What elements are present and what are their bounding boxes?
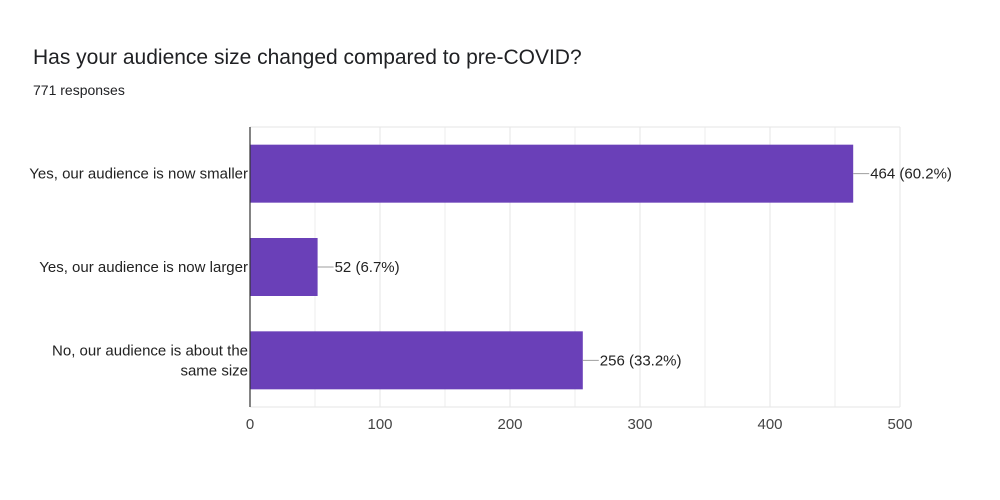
x-tick-label: 500 (887, 416, 912, 433)
x-tick-label: 0 (246, 416, 254, 433)
data-label: 464 (60.2%) (870, 166, 952, 183)
category-label: No, our audience is about the same size (52, 342, 248, 379)
category-label: Yes, our audience is now smaller (29, 166, 248, 183)
x-tick-label: 200 (497, 416, 522, 433)
category-label-line: same size (180, 362, 248, 379)
data-label: 256 (33.2%) (600, 352, 682, 369)
category-label-line: Yes, our audience is now larger (39, 259, 248, 276)
bar (250, 144, 854, 203)
x-tick-label: 400 (757, 416, 782, 433)
x-tick-label: 100 (367, 416, 392, 433)
response-count: 771 responses (33, 82, 125, 98)
category-label-line: No, our audience is about the (52, 342, 248, 359)
chart-title: Has your audience size changed compared … (33, 46, 582, 69)
data-label: 52 (6.7%) (335, 259, 400, 276)
x-tick-label: 300 (627, 416, 652, 433)
category-label: Yes, our audience is now larger (39, 259, 248, 276)
category-label-line: Yes, our audience is now smaller (29, 166, 248, 183)
chart-header: Has your audience size changed compared … (33, 44, 582, 100)
bar (250, 238, 318, 296)
bar (250, 331, 583, 390)
